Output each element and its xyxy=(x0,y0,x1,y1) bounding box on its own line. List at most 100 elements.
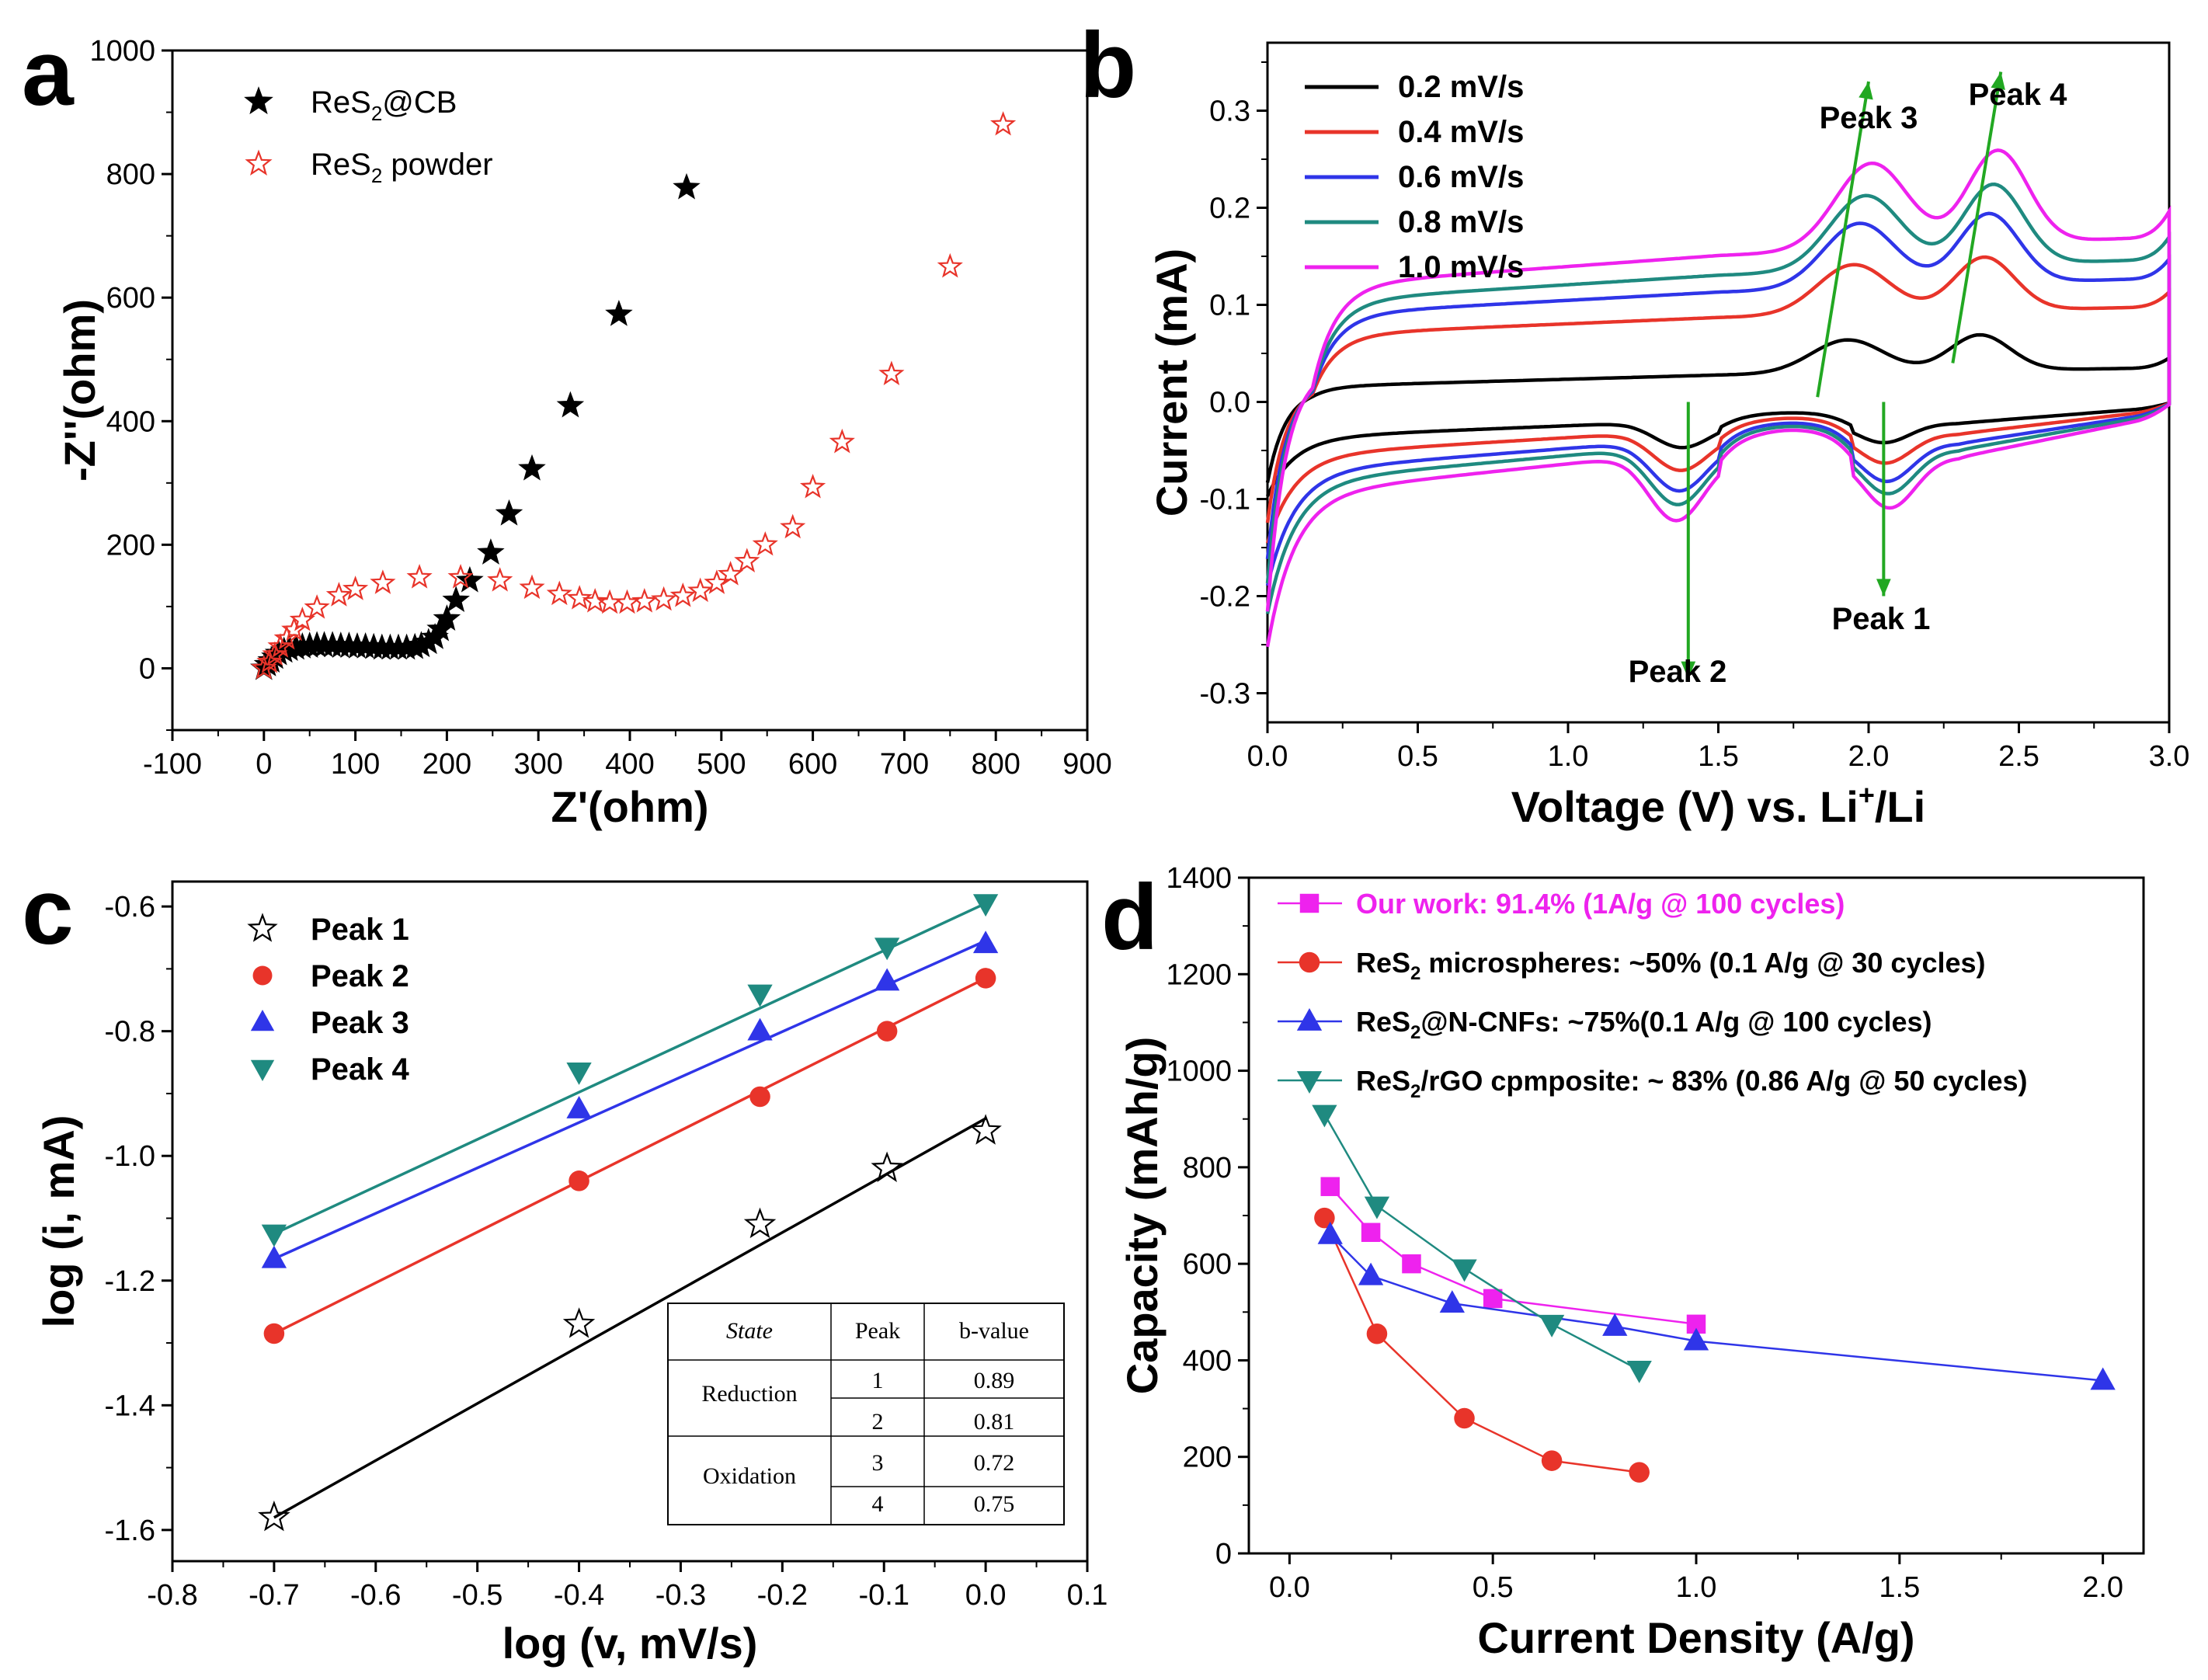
x-tick-label: 800 xyxy=(971,748,1020,781)
cv-curve xyxy=(1265,148,2171,648)
cv-curve xyxy=(1265,255,2171,544)
legend-label: 1.0 mV/s xyxy=(1398,250,1524,284)
x-tick-label: 1.5 xyxy=(1879,1571,1920,1604)
data-point xyxy=(566,1062,592,1085)
y-tick-label: 200 xyxy=(106,529,155,562)
data-point xyxy=(1320,1177,1340,1196)
table-cell: 4 xyxy=(872,1491,884,1517)
x-tick-label: -0.6 xyxy=(350,1579,401,1612)
y-tick-label: 0.2 xyxy=(1209,193,1250,225)
plot-frame xyxy=(171,49,1089,732)
legend-marker xyxy=(245,149,273,176)
data-point xyxy=(972,930,999,954)
y-tick-label: 200 xyxy=(1183,1442,1232,1474)
data-point xyxy=(1539,1314,1565,1337)
x-tick-label: -0.5 xyxy=(452,1579,502,1612)
y-tick-label: 400 xyxy=(1183,1344,1232,1377)
legend-label: Peak 3 xyxy=(311,1006,409,1040)
data-point xyxy=(743,1207,777,1239)
data-point xyxy=(874,937,900,961)
x-tick-label: 0.0 xyxy=(1247,740,1288,773)
data-point xyxy=(829,428,855,454)
y-tick-label: 400 xyxy=(106,405,155,438)
data-point xyxy=(433,604,461,631)
data-point xyxy=(878,360,905,385)
y-tick-label: 0 xyxy=(1215,1538,1232,1570)
legend-label: Peak 2 xyxy=(311,959,409,993)
data-point xyxy=(1629,1462,1650,1483)
data-point xyxy=(874,968,900,991)
x-tick-label: 0.0 xyxy=(965,1579,1007,1612)
x-tick-label: 0.1 xyxy=(1067,1579,1108,1612)
legend-marker xyxy=(247,913,278,942)
y-tick-label: -1.6 xyxy=(105,1515,155,1547)
y-tick-label: 1000 xyxy=(1166,1056,1232,1088)
data-point xyxy=(370,569,396,594)
y-tick-label: 800 xyxy=(106,158,155,191)
x-tick-label: 2.0 xyxy=(1848,740,1890,773)
data-point xyxy=(752,530,778,556)
data-point xyxy=(596,589,623,614)
y-tick-label: -0.8 xyxy=(105,1016,155,1049)
x-tick-label: -0.2 xyxy=(757,1579,808,1612)
x-tick-label: 900 xyxy=(1062,748,1111,781)
table-header: State xyxy=(726,1318,773,1344)
peak-3-arrow xyxy=(1816,81,1870,398)
data-point xyxy=(1317,1221,1343,1244)
data-point xyxy=(605,299,633,326)
data-point xyxy=(1358,1262,1384,1285)
x-tick-label: 700 xyxy=(880,748,929,781)
data-point xyxy=(614,589,641,614)
data-point xyxy=(566,1096,592,1118)
legend-label: Peak 4 xyxy=(311,1052,410,1087)
y-tick-label: 0.0 xyxy=(1209,387,1250,419)
table-cell: 0.72 xyxy=(974,1450,1015,1476)
legend-marker xyxy=(1296,1071,1323,1094)
data-point xyxy=(1312,1104,1337,1128)
data-point xyxy=(734,548,760,572)
x-tick-label: -0.4 xyxy=(554,1579,604,1612)
data-point xyxy=(343,576,369,600)
annotation-peak-1: Peak 1 xyxy=(1832,602,1931,636)
data-point xyxy=(447,564,474,589)
y-tick-label: 600 xyxy=(1183,1248,1232,1281)
data-point xyxy=(1602,1313,1628,1336)
y-tick-label: 0.1 xyxy=(1209,290,1250,322)
data-point xyxy=(749,1086,770,1108)
data-point xyxy=(256,649,283,673)
y-tick-label: -1.4 xyxy=(105,1390,155,1422)
y-tick-label: 0.3 xyxy=(1209,96,1250,128)
data-point xyxy=(1366,1323,1388,1344)
annotation-peak-3: Peak 3 xyxy=(1820,101,1918,135)
data-point xyxy=(518,454,546,481)
y-tick-label: 1200 xyxy=(1166,958,1232,991)
panel-a-impedance-plot: -100 0 100 200 300 400 500 600 700 800 900 0 200 400 6… xyxy=(55,35,1112,831)
panel-b-cyclic-voltammetry-plot: 0.0 0.5 1.0 1.5 2.0 2.5 3.0 -0.3 -0.2 -0.1 0.0 0.1 0… xyxy=(1147,41,2189,831)
peak-4-arrow xyxy=(1951,71,2003,363)
x-tick-label: 400 xyxy=(605,748,654,781)
y-tick-label: -0.6 xyxy=(105,891,155,923)
table-cell: 1 xyxy=(872,1368,884,1393)
x-tick-label: 0.5 xyxy=(1397,740,1438,773)
y-tick-label: 0 xyxy=(139,652,155,685)
series-line xyxy=(1329,1234,2103,1382)
data-point xyxy=(566,585,593,610)
panel-label-d: d xyxy=(1101,865,1158,969)
table-cell: Reduction xyxy=(701,1381,797,1407)
x-tick-label: 1.5 xyxy=(1698,740,1739,773)
panel-label-b: b xyxy=(1080,13,1136,117)
data-point xyxy=(990,111,1017,136)
panel-d-rate-capacity-plot: 0.0 0.5 1.0 1.5 2.0 0 200 400 600 800 1000 1200 1400… xyxy=(1118,862,2145,1662)
y-axis-title: Capacity (mAh/g) xyxy=(1118,1037,1167,1395)
legend-label: 0.2 mV/s xyxy=(1398,70,1524,104)
data-point xyxy=(1439,1290,1465,1313)
data-point xyxy=(442,586,470,613)
x-tick-label: 0.0 xyxy=(1269,1571,1310,1604)
data-point xyxy=(1683,1327,1709,1351)
x-tick-label: -0.7 xyxy=(249,1579,299,1612)
y-tick-label: -0.2 xyxy=(1200,581,1250,614)
x-tick-label: -0.3 xyxy=(655,1579,706,1612)
y-tick-label: -1.2 xyxy=(105,1265,155,1298)
data-point xyxy=(261,1245,287,1268)
cv-curve xyxy=(1265,183,2171,614)
